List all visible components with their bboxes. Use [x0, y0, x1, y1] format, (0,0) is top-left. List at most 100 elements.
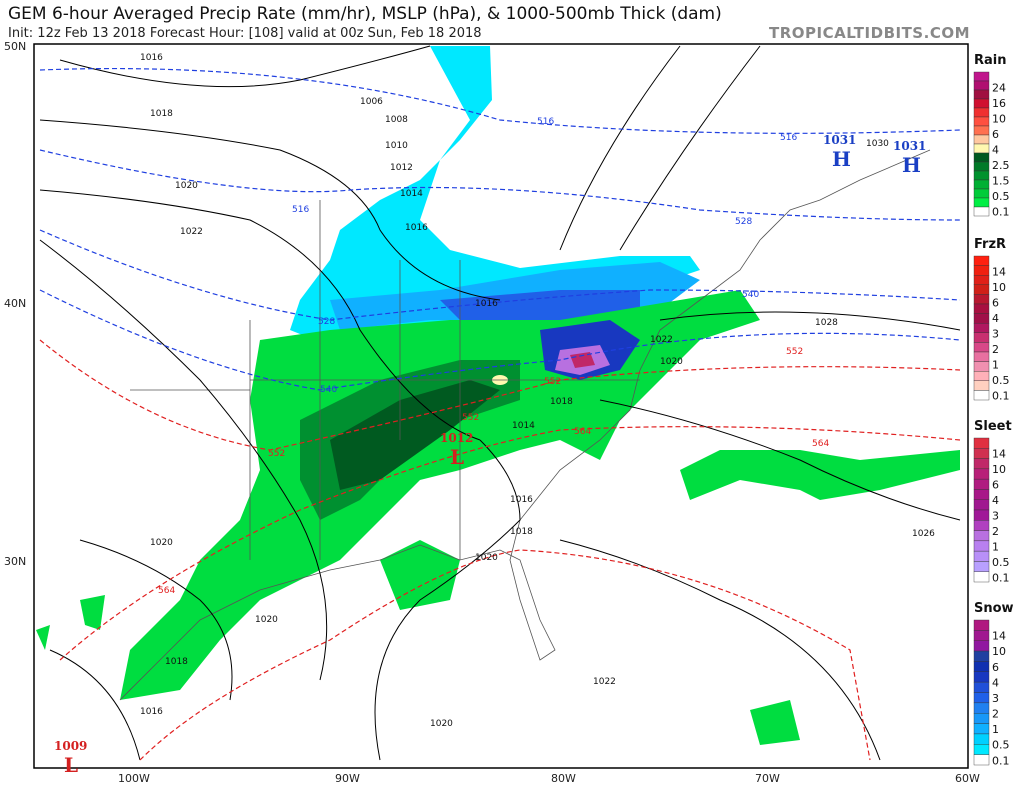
legend-swatch	[973, 371, 990, 382]
legend-swatch	[973, 509, 990, 521]
isobar-label: 1012	[390, 163, 413, 173]
isobar-label: 1018	[165, 657, 188, 667]
thickness-label: 540	[320, 385, 337, 395]
legend-label: 1	[992, 540, 999, 553]
legend-swatch	[973, 754, 990, 766]
lat-label: 30N	[4, 555, 26, 568]
legend-swatch	[973, 671, 990, 683]
legend-label: 10	[992, 463, 1006, 476]
legend-label: 0.5	[992, 374, 1010, 387]
legend-label: 0.1	[992, 571, 1010, 584]
legend-swatch	[973, 125, 990, 136]
legend-swatch	[973, 143, 990, 154]
legend-swatch	[973, 530, 990, 542]
legend-snow: Snow 14 10 6 4 3 2 1 0.5 0.1	[973, 601, 1014, 767]
legend-swatch	[973, 179, 990, 190]
isobar-label: 1022	[650, 335, 673, 345]
map-title: GEM 6-hour Averaged Precip Rate (mm/hr),…	[8, 4, 722, 24]
thickness-label: 564	[812, 439, 829, 449]
legend-title: Sleet	[974, 419, 1012, 434]
thickness-label: 552	[544, 377, 561, 387]
legend-swatch	[973, 342, 990, 353]
isobar-label: 1020	[255, 615, 278, 625]
thickness-label: 552	[268, 449, 285, 459]
legend-label: 6	[992, 296, 999, 309]
legend-swatch	[973, 744, 990, 755]
thickness-lines	[39, 67, 961, 761]
lon-label: 80W	[551, 772, 576, 785]
legend-swatch	[973, 499, 990, 511]
isobar-label: 1020	[475, 553, 498, 563]
legend-swatch	[973, 284, 990, 295]
legend-swatch	[973, 98, 990, 109]
legend-label: 10	[992, 645, 1006, 658]
isobar-label: 1016	[475, 299, 498, 309]
isobar-label: 1018	[510, 527, 533, 537]
lon-label: 60W	[955, 772, 980, 785]
legend-label: 4	[992, 143, 999, 156]
low-pressure-center: 1012 L	[440, 431, 473, 469]
lon-label: 90W	[335, 772, 360, 785]
legend-label: 0.5	[992, 190, 1010, 203]
legend-swatch	[973, 161, 990, 172]
map-subtitle: Init: 12z Feb 13 2018 Forecast Hour: [10…	[8, 26, 482, 41]
isobar-label: 1016	[140, 53, 163, 63]
isobar-label: 1030	[866, 139, 889, 149]
thickness-label: 552	[462, 413, 479, 423]
lon-label: 70W	[755, 772, 780, 785]
svg-text:1031: 1031	[893, 139, 926, 153]
svg-text:L: L	[450, 445, 464, 469]
legend-label: 3	[992, 692, 999, 705]
legend-label: 24	[992, 81, 1006, 94]
isobar-label: 1016	[140, 707, 163, 717]
legend-swatch	[973, 681, 990, 693]
legend-label: 2	[992, 525, 999, 538]
thickness-label: 564	[574, 427, 591, 437]
legend-swatch	[973, 188, 990, 199]
lat-label: 40N	[4, 297, 26, 310]
thickness-label: 564	[158, 586, 175, 596]
legend-label: 10	[992, 112, 1006, 125]
legend-swatch	[973, 540, 990, 552]
legend-swatch	[973, 380, 990, 391]
legend-swatch	[973, 619, 990, 631]
thickness-label: 540	[742, 290, 759, 300]
legend-swatch	[973, 152, 990, 163]
high-pressure-center: 1031 H	[823, 133, 856, 171]
legend-swatch	[973, 275, 990, 286]
legend-swatch	[973, 478, 990, 490]
legend-swatch	[973, 458, 990, 470]
legend-title: FrzR	[974, 237, 1006, 252]
legend-swatch	[973, 448, 990, 459]
legend-swatch	[973, 733, 990, 745]
thickness-label: 552	[786, 347, 803, 357]
legend-swatch	[973, 468, 990, 480]
isobar-label: 1026	[912, 529, 935, 539]
precip-legends: Rain241610642.51.50.50.1FrzR1410643210.5…	[973, 53, 1014, 767]
isobar-label: 1018	[150, 109, 173, 119]
legend-swatch	[973, 332, 990, 343]
legend-label: 16	[992, 97, 1006, 110]
legend-swatch	[973, 323, 990, 334]
svg-text:H: H	[832, 147, 851, 171]
legend-label: 4	[992, 494, 999, 507]
legend-label: 6	[992, 128, 999, 141]
legend-swatch	[973, 390, 990, 401]
isobar-labels: 1016 1018 1020 1022 1006 1008 1010 1012 …	[140, 53, 935, 729]
isobar-label: 1022	[180, 227, 203, 237]
legend-title: Rain	[974, 53, 1007, 68]
legend-rain: Rain 24 16 10 6 4 2.5 1.5 0.5 0.1	[973, 53, 1010, 218]
coastline-borders	[119, 149, 931, 701]
isobar-label: 1020	[150, 538, 173, 548]
legend-sleet: Sleet 14 10 6 4 3 2 1 0.5 0.1	[973, 419, 1012, 584]
legend-label: 0.1	[992, 205, 1010, 218]
legend-label: 4	[992, 312, 999, 325]
legend-label: 1	[992, 358, 999, 371]
svg-text:1012: 1012	[440, 431, 473, 445]
legend-label: 2.5	[992, 159, 1010, 172]
legend-swatch	[973, 294, 990, 305]
isobar-label: 1020	[660, 357, 683, 367]
legend-label: 14	[992, 630, 1006, 643]
precip-layer	[36, 46, 960, 745]
isobar-label: 1006	[360, 97, 383, 107]
